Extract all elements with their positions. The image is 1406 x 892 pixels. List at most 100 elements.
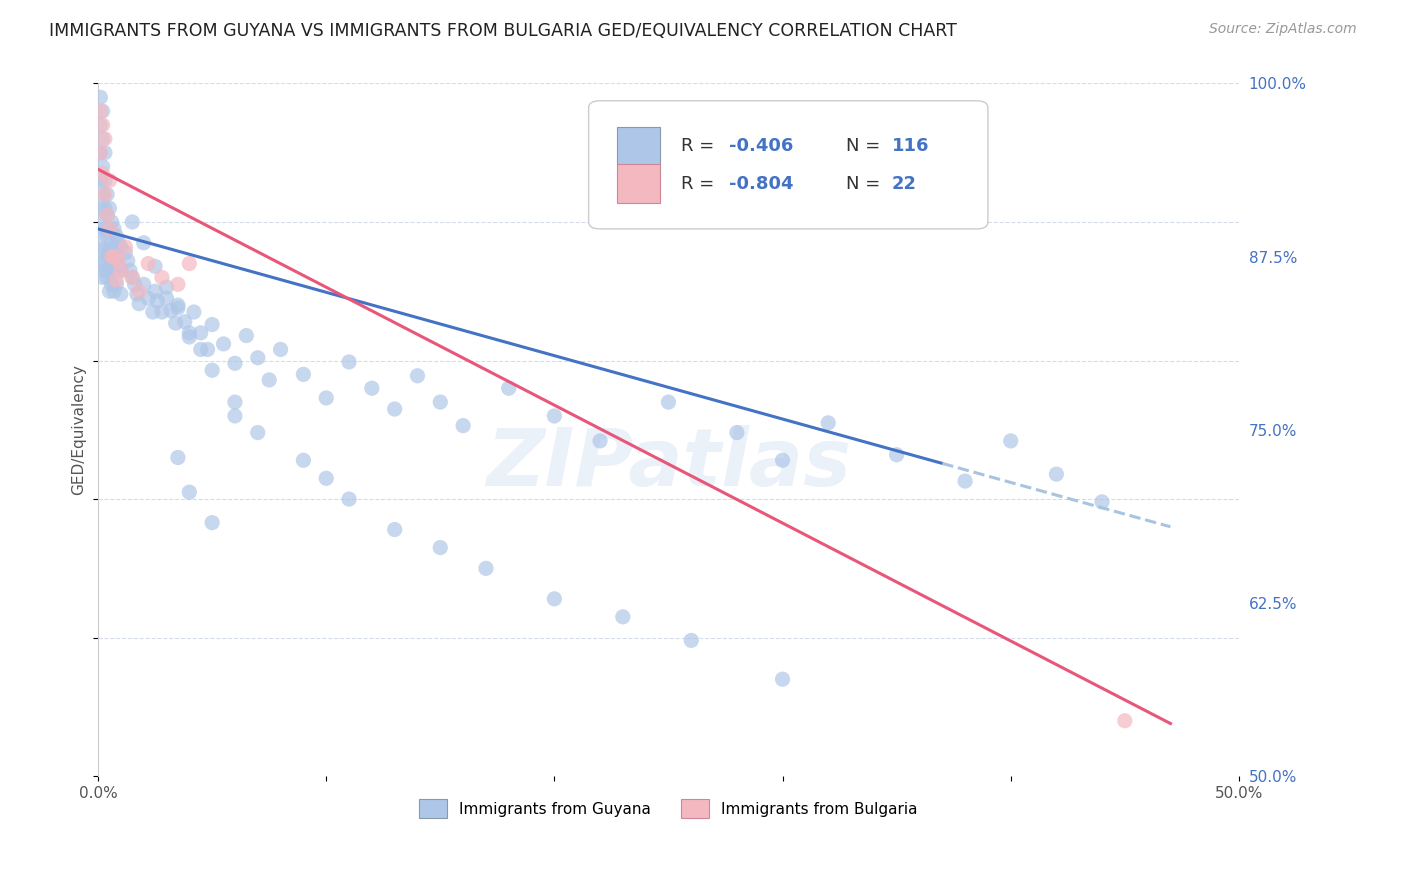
Point [197, 343, 219, 357]
Point [150, 305, 173, 319]
Point [772, 672, 794, 686]
Text: -0.406: -0.406 [728, 137, 793, 155]
Point [125, 287, 148, 301]
Text: 116: 116 [891, 137, 929, 155]
Point [589, 434, 612, 448]
Point [98, 201, 121, 215]
Point [91, 160, 114, 174]
Text: R =: R = [681, 137, 720, 155]
Point [89, 90, 111, 104]
Point [132, 235, 155, 250]
Point [224, 356, 246, 370]
Point [105, 228, 128, 243]
Point [94, 187, 117, 202]
Point [89, 173, 111, 187]
Point [132, 277, 155, 292]
Point [98, 263, 121, 277]
Point [1045, 467, 1067, 482]
Point [143, 285, 166, 299]
Point [128, 297, 150, 311]
Point [89, 256, 111, 270]
Point [543, 409, 565, 423]
Bar [617, 127, 661, 165]
Point [337, 355, 360, 369]
Point [98, 285, 121, 299]
Point [89, 145, 111, 160]
Point [190, 326, 212, 340]
Point [142, 305, 165, 319]
Point [246, 351, 269, 365]
Point [94, 263, 117, 277]
Point [173, 315, 195, 329]
Point [105, 277, 128, 292]
Point [91, 132, 114, 146]
Point [201, 318, 224, 332]
Point [91, 215, 114, 229]
Point [143, 260, 166, 274]
Point [136, 291, 159, 305]
Point [136, 256, 159, 270]
Point [725, 425, 748, 440]
Point [384, 402, 406, 417]
Point [96, 208, 118, 222]
Point [96, 270, 118, 285]
Point [657, 395, 679, 409]
Point [94, 201, 117, 215]
Point [224, 395, 246, 409]
Point [360, 381, 382, 395]
Point [429, 395, 451, 409]
Point [91, 104, 114, 119]
Point [89, 201, 111, 215]
Text: Source: ZipAtlas.com: Source: ZipAtlas.com [1209, 22, 1357, 37]
Point [98, 222, 121, 236]
Point [167, 450, 190, 465]
Point [103, 243, 125, 257]
Point [91, 167, 114, 181]
Point [107, 253, 129, 268]
Point [110, 263, 132, 277]
Point [98, 243, 121, 257]
Point [246, 425, 269, 440]
Point [103, 222, 125, 236]
Point [315, 391, 337, 405]
Point [110, 240, 132, 254]
Point [201, 363, 224, 377]
Point [179, 256, 201, 270]
Point [124, 277, 146, 292]
Point [107, 260, 129, 274]
Point [292, 368, 315, 382]
Point [96, 228, 118, 243]
Point [257, 373, 280, 387]
Point [451, 418, 474, 433]
Point [110, 287, 132, 301]
Point [612, 610, 634, 624]
Text: N =: N = [846, 175, 886, 193]
Point [406, 368, 429, 383]
Point [114, 240, 136, 254]
Point [105, 253, 128, 268]
Point [91, 243, 114, 257]
Point [121, 270, 143, 285]
Point [91, 187, 114, 202]
Point [128, 285, 150, 299]
Point [94, 222, 117, 236]
Point [224, 409, 246, 423]
Point [543, 591, 565, 606]
Point [772, 453, 794, 467]
Point [89, 228, 111, 243]
Point [337, 492, 360, 507]
Point [155, 291, 177, 305]
Legend: Immigrants from Guyana, Immigrants from Bulgaria: Immigrants from Guyana, Immigrants from … [413, 793, 924, 824]
Point [100, 277, 122, 292]
Point [384, 523, 406, 537]
Point [179, 330, 201, 344]
Point [100, 235, 122, 250]
Point [315, 471, 337, 485]
Point [183, 305, 205, 319]
Point [103, 250, 125, 264]
Point [98, 173, 121, 187]
Point [953, 474, 976, 488]
Point [91, 270, 114, 285]
Point [96, 208, 118, 222]
Point [201, 516, 224, 530]
